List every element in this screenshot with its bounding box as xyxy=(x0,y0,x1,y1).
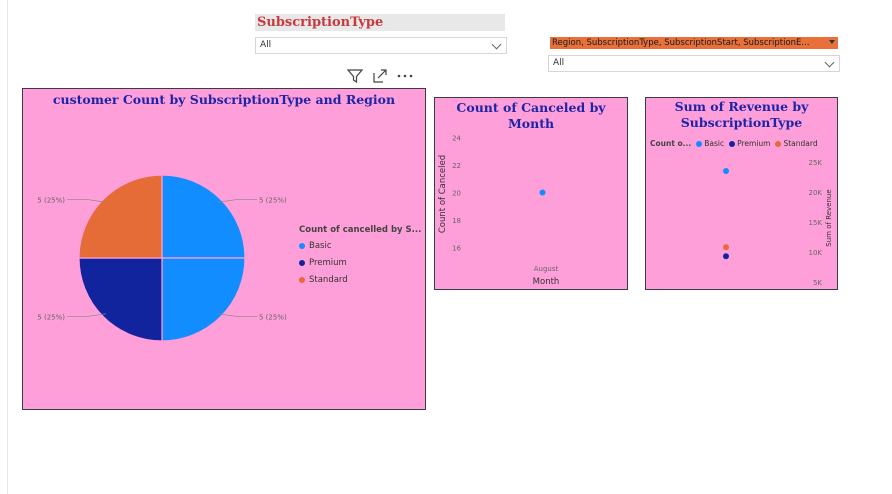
chevron-down-icon[interactable] xyxy=(824,57,835,68)
revenue-y-axis-label: Sum of Revenue xyxy=(825,189,833,246)
basic-color-dot xyxy=(299,243,305,249)
canceled-chart-panel[interactable]: Count of Canceled by Month Count of Canc… xyxy=(434,97,628,290)
focus-mode-icon[interactable] xyxy=(373,69,387,83)
pie-legend: Count of cancelled by S... Basic Premium… xyxy=(299,225,421,285)
pie-label-leader-1 xyxy=(217,313,257,317)
pie-chart: 5 (25%) 5 (25%) 5 (25%) 5 (25%) xyxy=(37,174,287,342)
standard-color-dot xyxy=(299,277,305,283)
revenue-legend-premium[interactable]: Premium xyxy=(729,139,770,148)
revenue-point-premium[interactable] xyxy=(723,253,729,260)
revenue-y-tick: 15K xyxy=(809,219,823,227)
visual-header-toolbar xyxy=(347,69,413,83)
pie-data-label-3: 5 (25%) xyxy=(37,196,65,204)
pie-slice-premium-2[interactable] xyxy=(78,257,163,342)
pie-slice-basic-0[interactable] xyxy=(161,174,246,259)
revenue-chart-panel[interactable]: Sum of Revenue by SubscriptionType Count… xyxy=(645,97,838,290)
more-options-icon[interactable] xyxy=(397,73,413,79)
canceled-y-tick: 16 xyxy=(452,244,461,252)
canceled-y-tick: 18 xyxy=(452,217,461,225)
legend-label-basic: Basic xyxy=(309,241,332,251)
region-filter-dropdown[interactable]: All xyxy=(548,55,840,72)
pie-legend-title: Count of cancelled by S... xyxy=(299,225,422,235)
revenue-point-standard[interactable] xyxy=(723,244,729,251)
revenue-legend-title: Count o... xyxy=(650,139,692,148)
pie-chart-panel[interactable]: customer Count by SubscriptionType and R… xyxy=(22,88,426,410)
basic-color-dot xyxy=(696,140,703,147)
premium-color-dot xyxy=(299,260,305,266)
pie-data-label-0: 5 (25%) xyxy=(259,196,287,204)
revenue-y-tick: 10K xyxy=(809,249,823,257)
canceled-x-axis-label: Month xyxy=(533,277,560,287)
region-filter-slicer-title: Region, SubscriptionType, SubscriptionSt… xyxy=(550,37,838,49)
filter-icon[interactable] xyxy=(347,69,363,83)
region-filter-value: All xyxy=(553,58,565,68)
subscription-type-slicer-title: SubscriptionType xyxy=(255,14,505,31)
revenue-chart-title-line1: Sum of Revenue by xyxy=(674,99,809,114)
legend-item-basic[interactable]: Basic xyxy=(299,241,421,251)
pie-slice-basic-1[interactable] xyxy=(161,257,246,342)
legend-item-premium[interactable]: Premium xyxy=(299,258,421,268)
premium-color-dot xyxy=(729,140,736,147)
revenue-scatter-chart: 5K 10K 15K 20K 25K Sum of Revenue xyxy=(723,159,833,287)
pie-data-label-2: 5 (25%) xyxy=(37,314,65,322)
revenue-legend-label-basic: Basic xyxy=(704,139,725,148)
canceled-scatter-chart: Count of Canceled 16 18 20 22 24 August Mont… xyxy=(438,135,560,287)
revenue-legend-label-standard: Standard xyxy=(783,139,818,148)
revenue-legend-label-premium: Premium xyxy=(737,139,771,148)
revenue-legend: Count o... Basic Premium Standard xyxy=(650,139,818,148)
subscription-type-value: All xyxy=(260,40,272,50)
canceled-x-tick-august: August xyxy=(534,265,559,273)
canceled-point-august[interactable] xyxy=(539,189,546,196)
revenue-y-tick: 20K xyxy=(809,189,823,197)
revenue-legend-basic[interactable]: Basic xyxy=(696,139,724,148)
revenue-y-tick: 25K xyxy=(809,159,823,167)
legend-label-premium: Premium xyxy=(309,258,347,268)
chevron-down-icon[interactable] xyxy=(491,39,502,50)
subscription-type-dropdown[interactable]: All xyxy=(255,37,507,54)
revenue-point-basic[interactable] xyxy=(723,168,729,174)
pie-label-leader-2 xyxy=(67,313,107,317)
canceled-y-tick: 24 xyxy=(452,135,461,143)
legend-item-standard[interactable]: Standard xyxy=(299,275,421,285)
standard-color-dot xyxy=(775,140,782,147)
pie-chart-title: customer Count by SubscriptionType and R… xyxy=(52,92,396,107)
pie-slice-standard-3[interactable] xyxy=(78,174,163,259)
canceled-y-axis-label: Count of Canceled xyxy=(438,155,448,233)
revenue-legend-standard[interactable]: Standard xyxy=(775,139,818,148)
canvas-left-border xyxy=(7,0,8,494)
pie-label-leader-3 xyxy=(67,199,107,203)
region-filter-title-text: Region, SubscriptionType, SubscriptionSt… xyxy=(552,38,810,48)
pie-label-leader-0 xyxy=(217,199,257,203)
legend-label-standard: Standard xyxy=(309,275,348,285)
caret-down-icon[interactable] xyxy=(829,40,835,44)
canceled-chart-title: Count of Canceled by Month xyxy=(456,100,606,131)
revenue-y-tick: 5K xyxy=(813,279,822,287)
canceled-y-tick: 22 xyxy=(452,162,461,170)
canceled-y-tick: 20 xyxy=(452,190,461,198)
pie-data-label-1: 5 (25%) xyxy=(259,314,287,322)
revenue-chart-title-line2: SubscriptionType xyxy=(680,115,803,130)
